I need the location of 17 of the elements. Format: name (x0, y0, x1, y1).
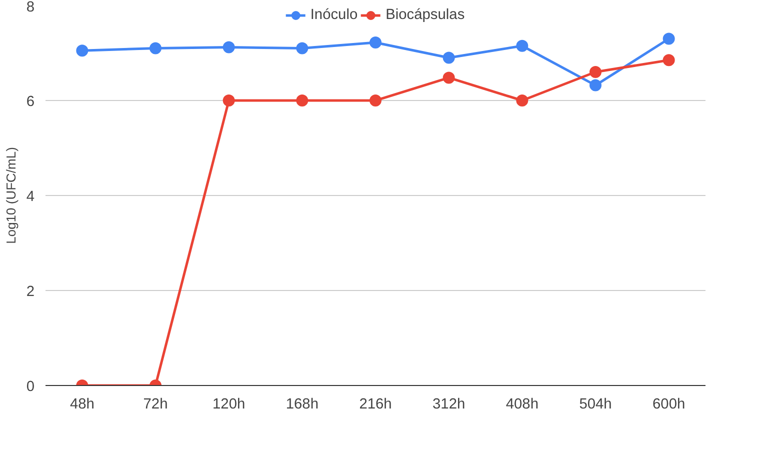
x-tick-label: 312h (432, 396, 466, 412)
y-tick-label: 2 (26, 284, 35, 300)
x-tick-label: 504h (579, 396, 612, 412)
x-tick-label: 408h (506, 396, 538, 412)
y-tick-label: 0 (26, 379, 35, 395)
x-tick-label: 168h (286, 396, 318, 412)
y-axis-title: Log10 (UFC/mL) (3, 147, 18, 244)
y-tick-label: 6 (26, 94, 35, 110)
x-tick-label: 600h (652, 396, 686, 412)
legend-label: Biocápsulas (386, 7, 465, 23)
y-tick-label: 8 (26, 0, 35, 16)
legend-label: Inóculo (310, 7, 358, 23)
x-tick-label: 120h (212, 396, 246, 412)
x-tick-label: 48h (70, 396, 94, 412)
y-tick-label: 4 (26, 189, 35, 205)
x-tick-label: 72h (143, 396, 168, 412)
x-tick-label: 216h (359, 396, 392, 412)
